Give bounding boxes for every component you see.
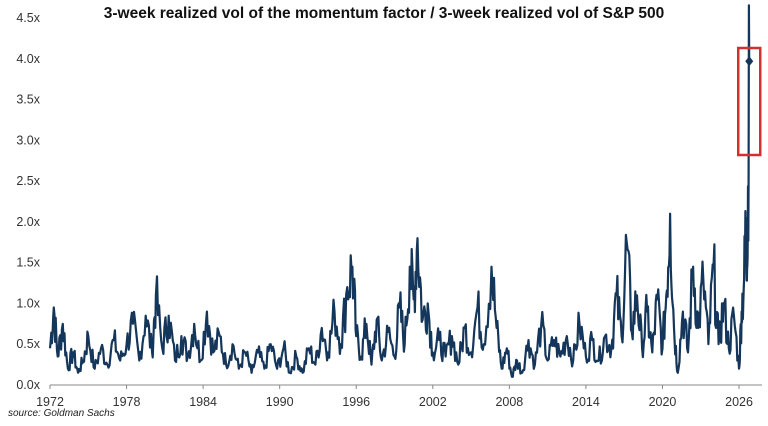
x-tick-label: 1996 xyxy=(342,395,370,409)
y-tick-label: 1.0x xyxy=(16,296,40,310)
x-tick-label: 2008 xyxy=(495,395,523,409)
y-tick-label: 4.5x xyxy=(16,11,40,25)
x-tick-label: 2026 xyxy=(725,395,753,409)
series-line xyxy=(48,4,751,378)
y-tick-label: 0.5x xyxy=(16,337,40,351)
x-tick-label: 1978 xyxy=(113,395,141,409)
x-tick-label: 2020 xyxy=(649,395,677,409)
x-tick-label: 2002 xyxy=(419,395,447,409)
y-tick-label: 2.5x xyxy=(16,174,40,188)
y-tick-label: 1.5x xyxy=(16,256,40,270)
y-axis-ticks: 0.0x 0.5x 1.0x 1.5x 2.0x 2.5x 3.0x 3.5x 4.0x 4.5x xyxy=(16,11,40,392)
x-tick-label: 1984 xyxy=(189,395,217,409)
x-tick-label: 2014 xyxy=(572,395,600,409)
x-tick-label: 1972 xyxy=(36,395,64,409)
y-tick-label: 3.0x xyxy=(16,133,40,147)
highlight-box xyxy=(736,46,762,157)
y-tick-label: 4.0x xyxy=(16,52,40,66)
x-tick-label: 1990 xyxy=(266,395,294,409)
x-axis-ticks: 1972 1978 1984 1990 1996 2002 2008 2014 2020 2026 xyxy=(36,385,753,409)
y-tick-label: 0.0x xyxy=(16,378,40,392)
highlight-marker xyxy=(745,56,754,67)
source-note: source: Goldman Sachs xyxy=(8,408,115,419)
y-tick-label: 2.0x xyxy=(16,215,40,229)
chart-title: 3-week realized vol of the momentum fact… xyxy=(103,5,665,22)
y-tick-label: 3.5x xyxy=(16,93,40,107)
